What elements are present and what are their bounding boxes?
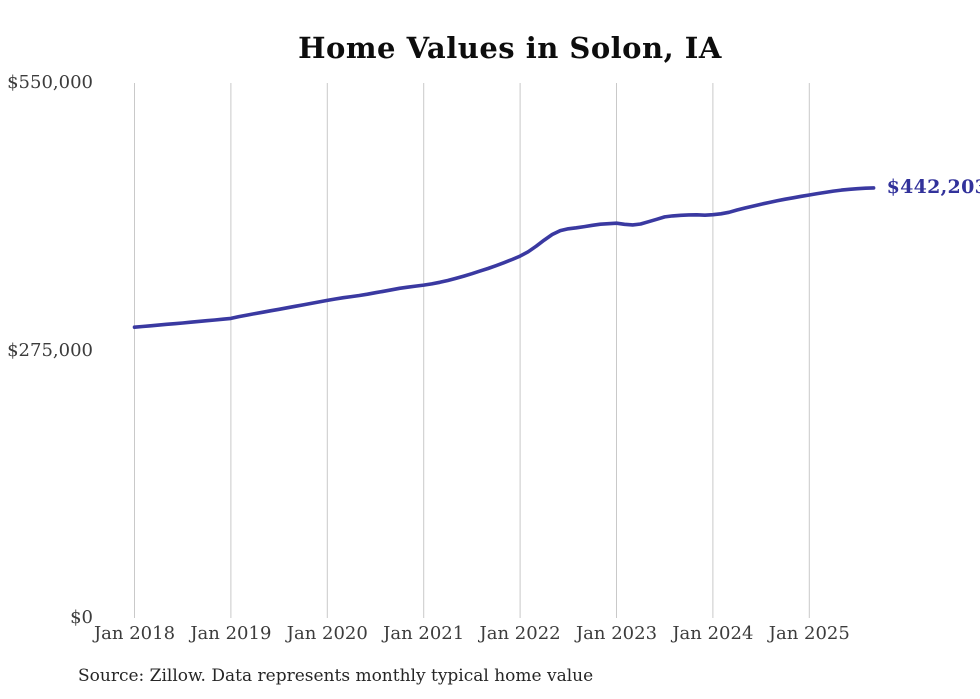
home-value-line (132, 186, 876, 330)
chart-title: Home Values in Solon, IA (298, 31, 722, 65)
y-tick-label: $550,000 (7, 72, 93, 93)
y-tick-label: $275,000 (7, 339, 93, 361)
x-tick-label: Jan 2018 (93, 623, 176, 644)
x-tick-label: Jan 2025 (768, 623, 850, 644)
y-tick-label: $0 (70, 607, 93, 628)
x-tick-label: Jan 2020 (286, 623, 368, 644)
x-tick-label: Jan 2024 (672, 623, 754, 644)
latest-value-label: $442,203 (886, 175, 980, 198)
x-tick-label: Jan 2019 (190, 623, 272, 644)
x-tick-label: Jan 2023 (575, 623, 658, 644)
x-tick-label: Jan 2021 (383, 623, 465, 644)
x-tick-label: Jan 2022 (479, 623, 561, 644)
source-note: Source: Zillow. Data represents monthly … (78, 666, 594, 686)
